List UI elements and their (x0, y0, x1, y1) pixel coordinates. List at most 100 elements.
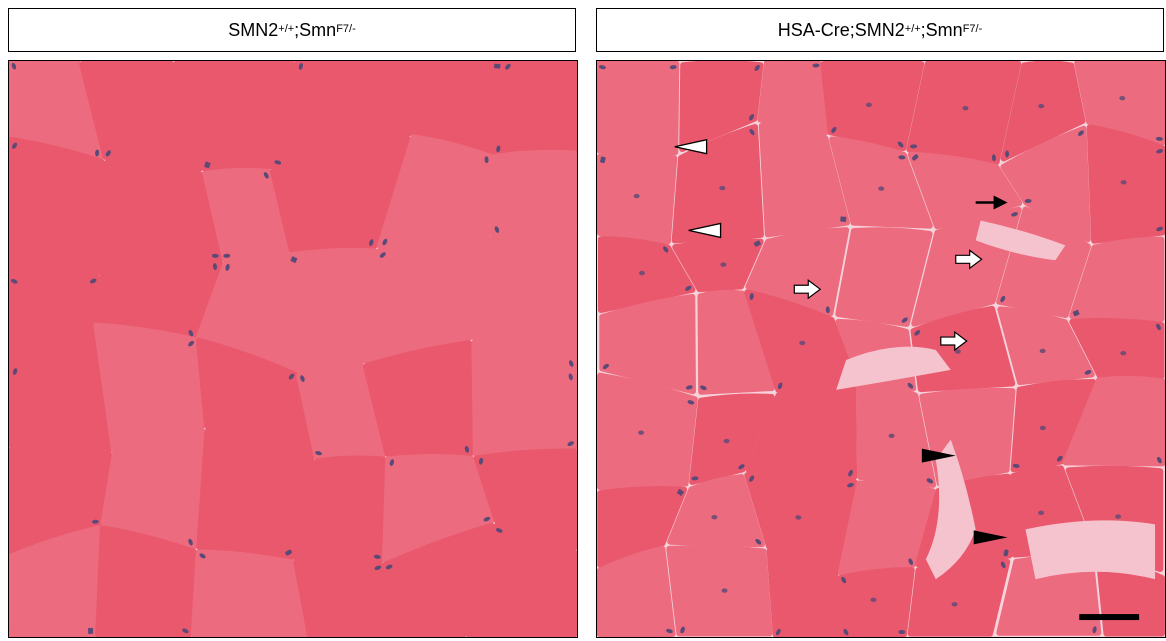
nucleus (1156, 226, 1163, 232)
nucleus (680, 626, 685, 634)
nucleus (568, 373, 573, 381)
label-sup1: +/+ (278, 23, 295, 35)
central-nucleus (720, 262, 727, 267)
nucleus (685, 385, 693, 390)
myofiber (9, 525, 102, 637)
myofiber (835, 227, 933, 327)
myofiber (757, 61, 829, 136)
myofiber (744, 289, 856, 393)
nucleus (898, 155, 906, 160)
central-nucleus (638, 270, 645, 276)
nucleus (685, 285, 692, 291)
myofiber (599, 294, 696, 395)
nucleus (908, 558, 914, 566)
myofiber (672, 238, 764, 293)
myofiber (196, 428, 315, 561)
nucleus (901, 317, 908, 323)
nucleus (496, 145, 501, 153)
nucleus (749, 475, 755, 482)
myofiber (376, 134, 494, 250)
myofiber (766, 547, 853, 637)
nucleus (567, 441, 574, 447)
myofiber (666, 544, 773, 637)
nucleus (1156, 149, 1163, 154)
nucleus (831, 126, 837, 134)
nucleus (749, 293, 754, 300)
nucleus (87, 627, 94, 634)
nucleus (753, 241, 761, 246)
myofibers (597, 61, 1165, 637)
nucleus (464, 445, 470, 453)
central-nucleus (719, 185, 726, 191)
myofiber (597, 486, 688, 568)
myofiber (744, 472, 858, 576)
myofiber (473, 448, 577, 551)
myofiber (597, 236, 696, 314)
myofiber (597, 372, 698, 491)
nucleus (825, 306, 830, 314)
interstitium-patches (836, 220, 1156, 580)
central-nucleus (878, 186, 885, 191)
myofiber (837, 480, 937, 576)
myofiber (667, 474, 765, 548)
myofiber (671, 124, 764, 244)
nucleus (1011, 212, 1018, 217)
myofiber (362, 234, 492, 364)
nucleus (1084, 370, 1092, 375)
nucleus (484, 156, 489, 164)
central-nucleus (888, 433, 895, 439)
nucleus (188, 329, 194, 337)
myofiber (362, 340, 474, 457)
myofiber (1069, 236, 1165, 323)
myofiber (9, 61, 105, 161)
nucleus (1004, 549, 1009, 557)
myofiber (296, 363, 386, 460)
nucleus (749, 128, 755, 136)
open-arrowhead-marker (688, 222, 722, 239)
myofiber (382, 454, 495, 563)
nucleus (1012, 463, 1020, 468)
nucleus (182, 628, 189, 634)
nucleus (840, 216, 847, 222)
nucleus (12, 368, 18, 375)
nucleus (914, 330, 921, 336)
nucleus (374, 565, 382, 571)
myofiber (1069, 318, 1165, 380)
central-nucleus (721, 588, 728, 593)
nucleus (1155, 136, 1163, 141)
myofiber (9, 323, 113, 454)
myofiber (697, 289, 776, 395)
nucleus (600, 156, 606, 164)
nucleus (755, 538, 762, 545)
myofiber (1074, 61, 1165, 146)
nucleus (285, 550, 293, 555)
nucleus (263, 172, 269, 179)
central-nucleus (723, 438, 730, 444)
nucleus (777, 382, 783, 390)
solid-arrow-head (993, 195, 1008, 210)
label-main: HSA-Cre;SMN2 (777, 19, 905, 40)
myofiber (1062, 375, 1165, 467)
myofiber (1086, 124, 1165, 244)
myofiber (820, 61, 925, 152)
nucleus (666, 628, 673, 634)
central-nucleus (1119, 95, 1126, 101)
myofiber (471, 339, 577, 457)
nucleus (749, 114, 755, 121)
nucleus (385, 564, 393, 570)
central-nucleus (638, 430, 645, 435)
myofiber (1000, 125, 1091, 243)
nucleus (225, 263, 230, 271)
central-nucleus (799, 340, 806, 346)
myofiber (745, 378, 858, 480)
myofiber (196, 252, 298, 373)
central-nucleus (633, 193, 640, 199)
nucleus (841, 576, 847, 584)
central-nucleus (1039, 425, 1046, 431)
myofiber (173, 61, 296, 173)
left-histology-image (8, 60, 578, 638)
nucleus (848, 469, 853, 477)
nucleus (912, 154, 918, 161)
nucleus (199, 553, 206, 559)
central-nucleus (865, 102, 872, 107)
